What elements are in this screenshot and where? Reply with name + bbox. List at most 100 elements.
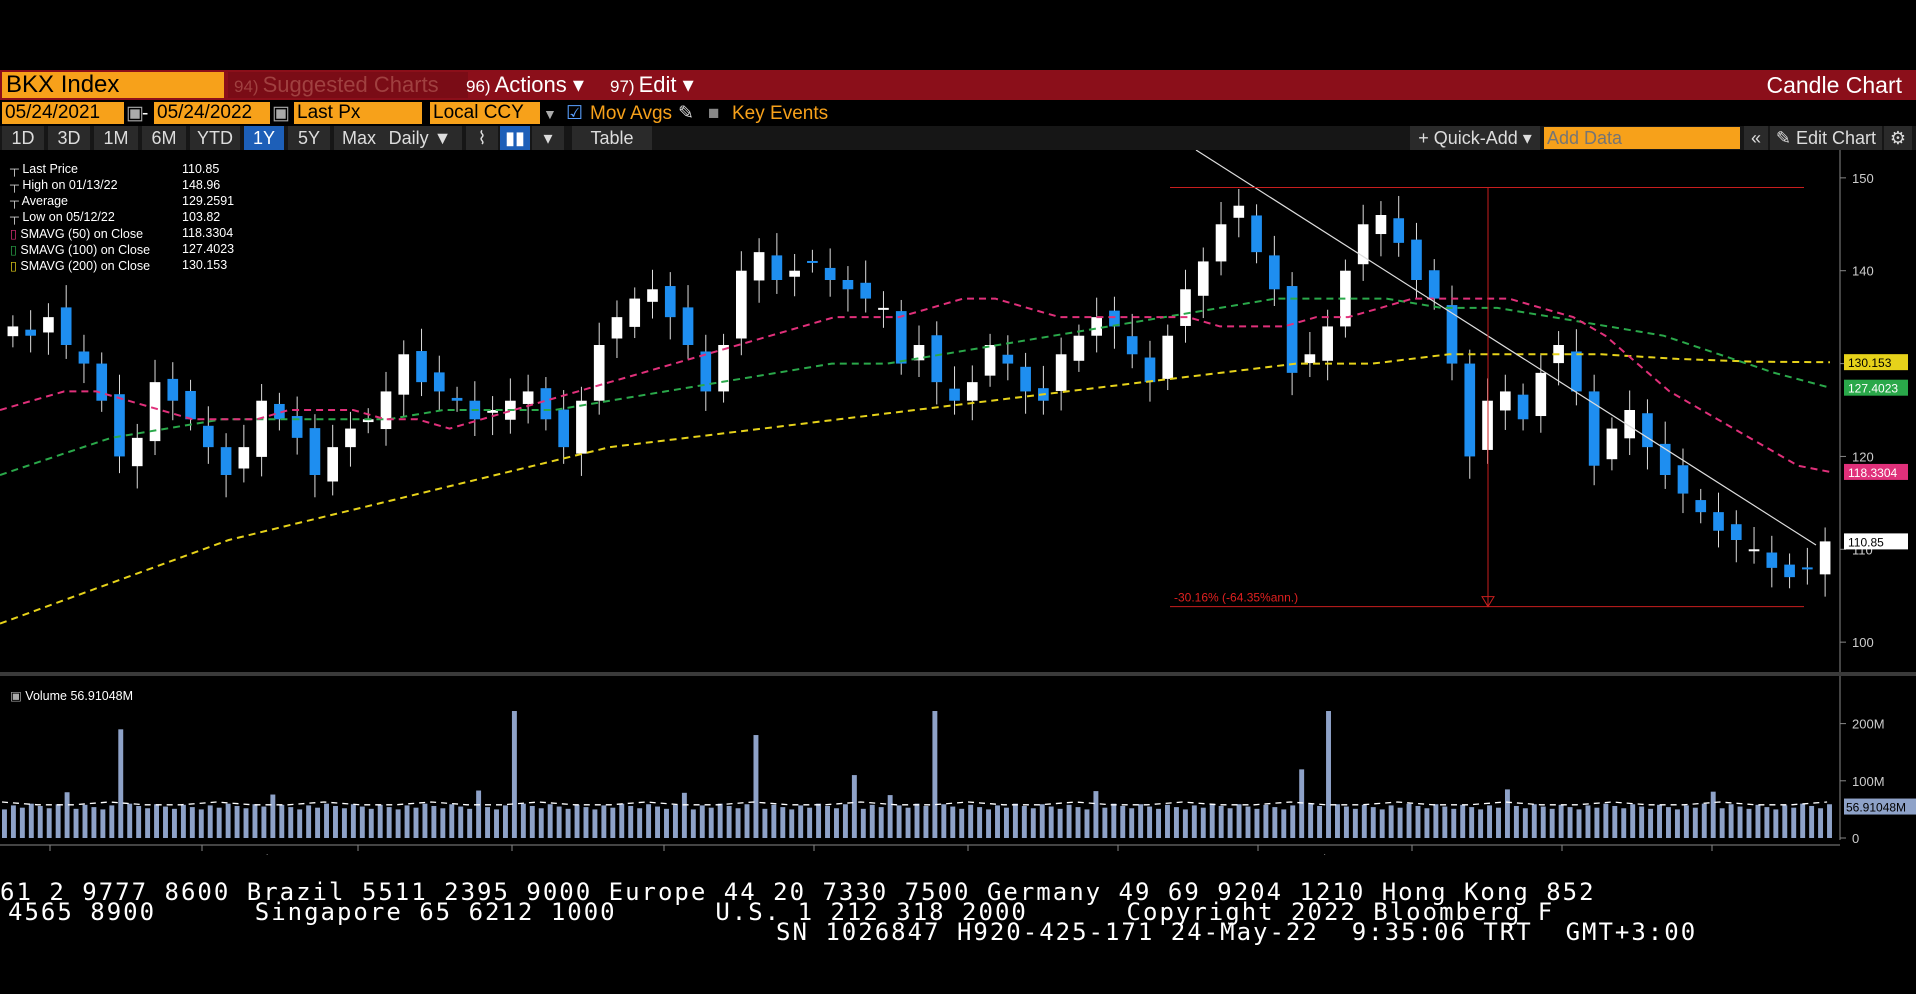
chevron-down-icon[interactable]: ▾ [532, 126, 564, 150]
gear-icon[interactable]: ⚙ [1884, 126, 1912, 150]
y-tick-label: 100 [1852, 635, 1874, 650]
calendar-icon[interactable]: ▣ [272, 103, 290, 124]
volume-bar [1818, 808, 1824, 838]
volume-bar [798, 805, 804, 838]
candle-body [540, 388, 552, 420]
volume-bar [950, 806, 956, 838]
candle-body [380, 391, 392, 430]
currency-select[interactable]: Local CCY [430, 102, 540, 124]
volume-bar [1272, 807, 1278, 838]
volume-bar [91, 807, 97, 838]
volume-bar [1120, 805, 1126, 838]
candle-body [1624, 410, 1636, 439]
tag-sma200: 130.153 [1848, 356, 1892, 370]
period-button-1d[interactable]: 1D [2, 126, 44, 150]
volume-bar [1791, 807, 1797, 838]
volume-bar [941, 804, 947, 838]
add-data-input[interactable] [1544, 127, 1740, 149]
volume-bar [1308, 803, 1314, 838]
volume-bar [1666, 807, 1671, 838]
volume-bar [1674, 809, 1680, 838]
volume-bar [1200, 807, 1206, 838]
candle-chart-icon[interactable]: ▮▮ [500, 126, 530, 150]
candle-body [1411, 239, 1422, 280]
candle-body [611, 317, 623, 339]
volume-bar [1370, 807, 1376, 838]
candle-body [362, 419, 374, 423]
volume-bar [1003, 807, 1009, 838]
pencil-icon[interactable]: ✎ [678, 103, 694, 124]
frequency-select[interactable]: Daily ▼ [378, 126, 462, 150]
volume-bar [377, 804, 383, 838]
volume-bar [753, 735, 759, 838]
edit-chart-button[interactable]: ✎ Edit Chart [1770, 126, 1882, 150]
candle-body [1020, 366, 1031, 392]
x-tick-label: Jan [1168, 852, 1189, 855]
candle-body [1375, 215, 1387, 235]
table-button[interactable]: Table [572, 126, 652, 150]
candle-body [1606, 428, 1618, 460]
volume-bar [1648, 808, 1654, 838]
period-button-3d[interactable]: 3D [48, 126, 90, 150]
volume-bar [834, 808, 839, 838]
price-field-select[interactable]: Last Px [294, 102, 422, 124]
volume-bar [538, 808, 544, 838]
calendar-icon[interactable]: ▣ [126, 103, 144, 124]
candle-body [1180, 289, 1191, 326]
tag-sma200-bg [1844, 354, 1908, 371]
key-events-toggle[interactable]: Key Events [732, 103, 829, 124]
candle-chart[interactable]: 100110120130140150-30.16% (-64.35%ann.)1… [0, 150, 1916, 855]
volume-bar [1406, 803, 1412, 838]
candle-body [1819, 541, 1831, 575]
period-button-5y[interactable]: 5Y [288, 126, 330, 150]
volume-bar [422, 803, 428, 838]
period-button-max[interactable]: Max [334, 126, 384, 150]
candle-body [842, 280, 854, 290]
volume-bar [306, 805, 312, 838]
volume-bar [1442, 806, 1448, 838]
volume-bar [1531, 804, 1537, 838]
suggested-charts-menu[interactable]: 94) Suggested Charts [228, 72, 468, 98]
quick-add-button[interactable]: + Quick-Add ▾ [1410, 126, 1540, 150]
mov-avgs-toggle[interactable]: Mov Avgs [590, 103, 673, 124]
volume-bar [82, 804, 88, 838]
period-button-1y[interactable]: 1Y [244, 126, 284, 150]
volume-legend: ▣ Volume 56.91048M [10, 688, 133, 703]
volume-bar [2, 809, 7, 838]
candle-body [931, 335, 943, 383]
candle-body [1197, 261, 1209, 296]
candle-body [167, 378, 179, 401]
volume-bar [637, 808, 643, 838]
chevron-down-icon[interactable]: ▼ [543, 106, 557, 122]
volume-bar [1657, 804, 1662, 838]
volume-bar [55, 804, 61, 838]
actions-menu[interactable]: 96) Actions ▾ [460, 72, 590, 98]
volume-bar [109, 805, 115, 838]
volume-bar [717, 803, 723, 838]
volume-bar [341, 808, 347, 838]
y-tick-label: 150 [1852, 171, 1874, 186]
line-chart-icon[interactable]: ⌇ [466, 126, 498, 150]
end-date-field[interactable]: 05/24/2022 [154, 102, 270, 124]
start-date-field[interactable]: 05/24/2021 [2, 102, 124, 124]
volume-bar [556, 806, 562, 838]
edit-menu[interactable]: 97) Edit ▾ [604, 72, 700, 98]
legend-label: Last Price [22, 162, 78, 176]
collapse-icon[interactable]: « [1744, 126, 1768, 150]
checkbox-unchecked-icon[interactable]: ■ [708, 103, 720, 124]
date-dash: - [142, 103, 149, 124]
checkbox-checked-icon[interactable]: ☑ [566, 103, 584, 124]
volume-bar [1379, 809, 1385, 838]
period-button-6m[interactable]: 6M [142, 126, 186, 150]
volume-bar [458, 806, 464, 838]
volume-bar [1639, 806, 1645, 838]
volume-bar [959, 808, 965, 838]
candle-body [647, 289, 658, 302]
volume-bar [1299, 769, 1305, 838]
volume-bar [672, 804, 678, 838]
ticker-field[interactable]: BKX Index [2, 72, 224, 98]
period-button-1m[interactable]: 1M [94, 126, 138, 150]
period-button-ytd[interactable]: YTD [190, 126, 240, 150]
volume-bar [592, 809, 598, 838]
candle-body [1002, 354, 1014, 364]
